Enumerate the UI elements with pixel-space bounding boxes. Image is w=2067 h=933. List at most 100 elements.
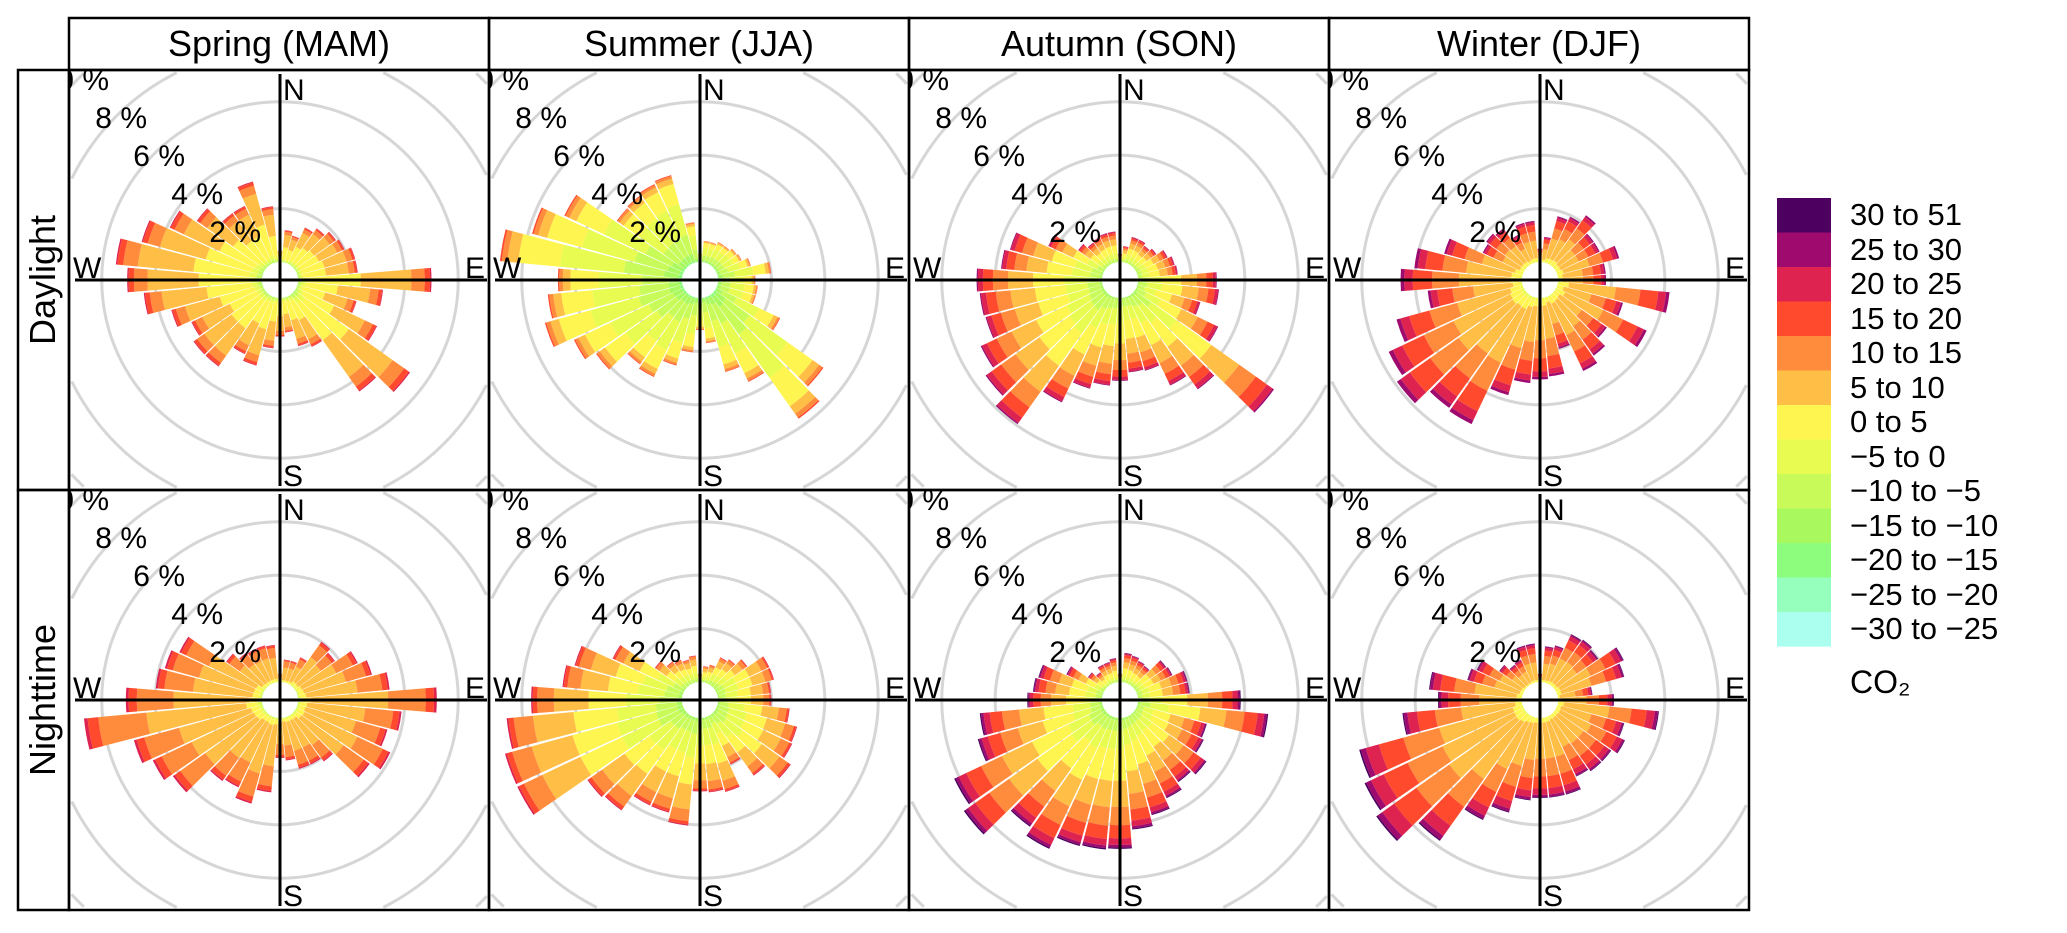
bar-segment <box>1525 715 1532 723</box>
bar-segment <box>705 297 711 305</box>
bar-segment <box>256 646 266 652</box>
bar-segment <box>266 258 272 264</box>
bar-segment <box>1556 704 1559 708</box>
bar-segment <box>1107 231 1116 234</box>
bar-segment <box>1088 672 1094 679</box>
bar-segment <box>684 681 690 687</box>
bar-segment <box>1553 239 1576 263</box>
bar-segment <box>683 332 695 347</box>
bar-segment <box>1103 662 1110 665</box>
bar-segment <box>272 261 276 264</box>
bar-segment <box>350 736 383 765</box>
bar-segment <box>1112 719 1119 732</box>
bar-segment <box>985 316 995 339</box>
compass-n: N <box>1123 494 1145 527</box>
bar-segment <box>281 680 286 682</box>
bar-segment <box>1128 716 1136 725</box>
bar-segment <box>685 222 695 225</box>
bar-segment <box>1136 288 1147 297</box>
legend-swatch <box>1777 370 1831 406</box>
bar-segment <box>649 720 675 744</box>
bar-segment <box>1193 759 1206 774</box>
bar-segment <box>709 664 716 667</box>
bar-segment <box>262 711 267 716</box>
compass-n: N <box>1543 494 1565 527</box>
bar-segment <box>1032 677 1037 692</box>
bar-segment <box>1108 714 1113 719</box>
bar-segment <box>708 244 716 251</box>
bar-segment <box>564 194 578 217</box>
bar-segment <box>783 743 793 758</box>
bar-segment <box>1125 676 1131 682</box>
bar-segment <box>1085 678 1098 689</box>
bar-segment <box>1602 298 1617 314</box>
bar-segment <box>1161 250 1168 259</box>
bar-segment <box>717 669 727 679</box>
bar-segment <box>681 717 692 730</box>
bar-segment <box>1419 818 1444 840</box>
bar-segment <box>298 689 305 695</box>
bar-segment <box>355 674 383 693</box>
bar-segment <box>288 260 293 264</box>
bar-segment <box>342 248 353 262</box>
bar-segment <box>1194 760 1207 775</box>
bar-segment <box>1072 702 1091 712</box>
grid-ring <box>490 491 908 909</box>
bar-segment <box>768 682 772 694</box>
bar-segment <box>686 314 697 335</box>
bar-segment <box>688 294 693 298</box>
bar-segment <box>1105 246 1113 256</box>
bar-segment <box>294 269 297 273</box>
bar-segment <box>763 718 786 737</box>
bar-segment <box>155 668 162 689</box>
bar-segment <box>686 684 690 688</box>
bar-segment <box>1099 667 1107 674</box>
bar-segment <box>1051 250 1078 268</box>
bar-segment <box>1098 665 1105 671</box>
bar-segment <box>315 228 325 237</box>
bar-segment <box>712 710 717 715</box>
bar-segment <box>1146 263 1158 273</box>
bar-segment <box>1546 301 1560 325</box>
bar-segment <box>1124 653 1132 657</box>
bar-segment <box>553 293 566 318</box>
bar-segment <box>384 672 390 690</box>
bar-segment <box>1510 246 1527 264</box>
bar-segment <box>322 251 347 268</box>
bar-segment <box>1163 752 1181 770</box>
bar-segment <box>1555 668 1577 688</box>
bar-segment <box>738 327 785 378</box>
bar-segment <box>701 676 707 681</box>
bar-segment <box>590 296 643 328</box>
bar-segment <box>262 269 266 273</box>
bar-segment <box>312 739 330 758</box>
bar-segment <box>1366 780 1386 810</box>
bar-segment <box>222 213 233 223</box>
bar-segment <box>1555 267 1561 272</box>
bar-segment <box>716 684 725 692</box>
bar-segment <box>247 648 257 654</box>
bar-segment <box>1002 741 1040 775</box>
bar-segment <box>1432 381 1458 405</box>
bar-segment <box>707 726 720 745</box>
bar-segment <box>1100 687 1105 692</box>
bar-segment <box>1516 662 1524 670</box>
bar-segment <box>727 702 745 712</box>
bar-segment <box>1597 310 1624 333</box>
bar-segment <box>1554 220 1566 232</box>
bar-segment <box>682 710 688 716</box>
bar-segment <box>1589 340 1604 354</box>
column-header-autumn: Autumn (SON) <box>1000 23 1238 64</box>
bar-segment <box>1530 717 1535 724</box>
bar-segment <box>667 204 688 238</box>
bar-segment <box>1541 248 1548 261</box>
bar-segment <box>1128 369 1144 373</box>
bar-segment <box>293 686 296 690</box>
bar-segment <box>263 339 275 346</box>
bar-segment <box>1205 288 1215 305</box>
bar-segment <box>255 264 262 271</box>
bar-segment <box>1134 287 1138 292</box>
bar-segment <box>1143 292 1161 306</box>
bar-segment <box>1522 671 1532 684</box>
bar-segment <box>1078 244 1085 252</box>
